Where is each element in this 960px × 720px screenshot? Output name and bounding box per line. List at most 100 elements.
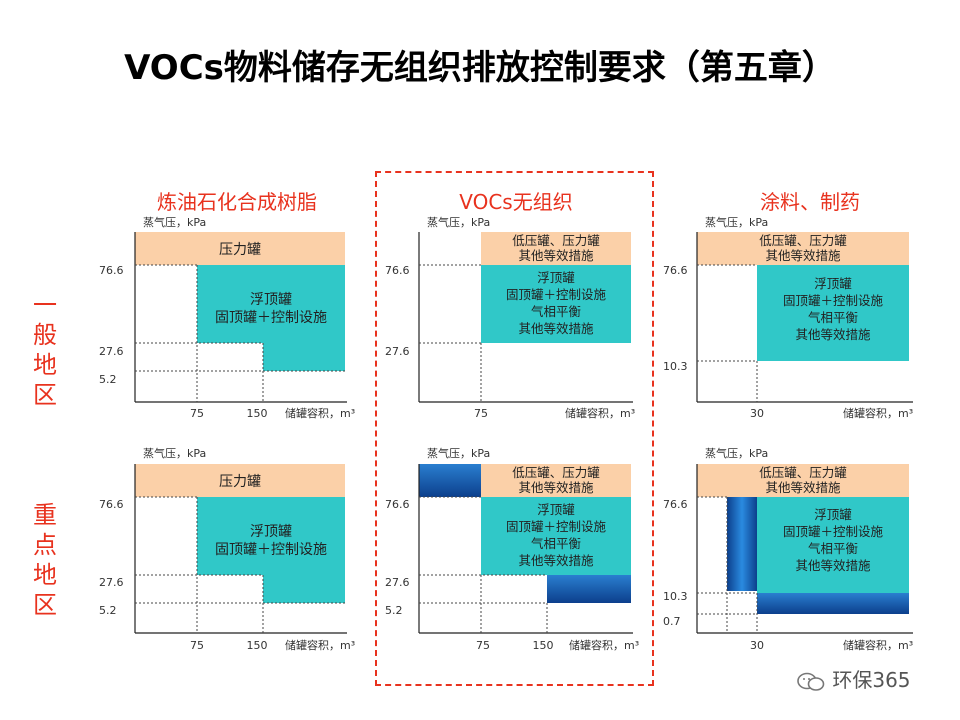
column-heading-coatings: 涂料、制药: [760, 190, 860, 214]
region-line: 其他等效措施: [518, 553, 594, 568]
region-line: 浮顶罐: [537, 502, 575, 517]
pressure-tank-label: 压力罐: [219, 242, 261, 258]
region-line: 固顶罐＋控制设施: [506, 519, 607, 534]
pressure-region: [481, 464, 631, 497]
y-tick-label: 76.6: [385, 498, 410, 511]
x-tick-label: 75: [190, 639, 204, 652]
region-line: 浮顶罐: [814, 276, 852, 291]
control-region: [481, 265, 631, 343]
emphasis-region: [757, 593, 909, 614]
y-axis-label: 蒸气压，kPa: [705, 446, 768, 460]
pressure-tank-region: [135, 464, 345, 497]
x-tick-label: 150: [533, 639, 554, 652]
panel-refining-general: 蒸气压，kPa 压力罐 浮顶罐 固顶罐＋控制设施 76.6 27.6 5.2 7…: [97, 212, 355, 432]
y-tick-label: 76.6: [99, 264, 124, 277]
region-line: 固顶罐＋控制设施: [783, 293, 884, 308]
x-tick-label: 75: [190, 407, 204, 420]
x-tick-label: 150: [247, 639, 268, 652]
y-axis-label: 蒸气压，kPa: [143, 215, 206, 229]
panel-coatings-key: 蒸气压，kPa 低压罐、压力罐 其他等效措施 浮顶罐 固顶罐＋控制设施 气相平衡…: [661, 443, 913, 663]
region-line: 低压罐、压力罐: [759, 233, 847, 248]
region-line: 气相平衡: [808, 310, 858, 325]
region-line: 其他等效措施: [765, 248, 841, 263]
x-axis-label: 储罐容积，m³: [569, 638, 639, 652]
region-line: 气相平衡: [808, 541, 858, 556]
emphasis-region: [727, 497, 757, 591]
control-region: [757, 265, 909, 361]
panel-vocs-general: 蒸气压，kPa 低压罐、压力罐 其他等效措施 浮顶罐 固顶罐＋控制设施 气相平衡…: [383, 212, 635, 432]
pressure-region: [697, 464, 909, 497]
control-region: [197, 265, 345, 343]
y-tick-label: 27.6: [99, 576, 124, 589]
y-tick-label: 76.6: [385, 264, 410, 277]
panel-vocs-key: 蒸气压，kPa 低压罐、压力罐 其他等效措施 浮顶罐 固顶罐＋控制设施 气相平衡…: [383, 443, 639, 663]
wechat-icon: [796, 671, 826, 693]
column-heading-vocs: VOCs无组织: [459, 190, 573, 214]
region-line: 固顶罐＋控制设施: [215, 310, 327, 326]
pressure-tank-region: [135, 232, 345, 265]
y-tick-label: 10.3: [663, 360, 688, 373]
y-axis-label: 蒸气压，kPa: [143, 446, 206, 460]
control-region: [197, 497, 345, 575]
page-title: VOCs物料储存无组织排放控制要求（第五章）: [124, 48, 836, 88]
x-axis-label: 储罐容积，m³: [843, 406, 913, 420]
region-line: 固顶罐＋控制设施: [783, 524, 884, 539]
region-line: 其他等效措施: [765, 480, 841, 495]
region-line: 浮顶罐: [537, 270, 575, 285]
pressure-tank-label: 压力罐: [219, 474, 261, 490]
region-line: 气相平衡: [531, 304, 581, 319]
region-line: 浮顶罐: [814, 507, 852, 522]
y-tick-label: 76.6: [663, 264, 688, 277]
region-line: 低压罐、压力罐: [512, 465, 600, 480]
control-region-lower: [263, 575, 345, 603]
emphasis-region: [419, 464, 481, 497]
x-axis-label: 储罐容积，m³: [565, 406, 635, 420]
pressure-region: [481, 232, 631, 265]
region-line: 固顶罐＋控制设施: [506, 287, 607, 302]
y-tick-label: 5.2: [385, 604, 403, 617]
region-line: 其他等效措施: [795, 558, 871, 573]
region-line: 其他等效措施: [518, 480, 594, 495]
y-axis-label: 蒸气压，kPa: [427, 215, 490, 229]
vocs-highlight-frame: [375, 171, 654, 686]
region-line: 其他等效措施: [518, 248, 594, 263]
region-line: 低压罐、压力罐: [759, 465, 847, 480]
y-tick-label: 76.6: [663, 498, 688, 511]
y-tick-label: 27.6: [99, 345, 124, 358]
y-tick-label: 5.2: [99, 373, 117, 386]
x-axis-label: 储罐容积，m³: [285, 406, 355, 420]
control-region: [481, 497, 631, 575]
pressure-region: [697, 232, 909, 265]
panel-refining-key: 蒸气压，kPa 压力罐 浮顶罐 固顶罐＋控制设施 76.6 27.6 5.2 7…: [97, 443, 355, 663]
column-heading-refining: 炼油石化合成树脂: [157, 190, 317, 214]
row-heading-general: 一般地区: [33, 291, 57, 409]
y-tick-label: 5.2: [99, 604, 117, 617]
x-tick-label: 30: [750, 407, 764, 420]
y-axis-label: 蒸气压，kPa: [705, 215, 768, 229]
y-axis-label: 蒸气压，kPa: [427, 446, 490, 460]
region-line: 浮顶罐: [250, 524, 292, 540]
x-axis-label: 储罐容积，m³: [843, 638, 913, 652]
row-heading-key: 重点地区: [33, 501, 57, 619]
watermark: 环保365: [796, 664, 936, 694]
region-line: 浮顶罐: [250, 292, 292, 308]
y-tick-label: 27.6: [385, 345, 410, 358]
control-region: [757, 497, 909, 593]
x-tick-label: 30: [750, 639, 764, 652]
y-tick-label: 10.3: [663, 590, 688, 603]
emphasis-region: [547, 575, 631, 603]
region-line: 气相平衡: [531, 536, 581, 551]
region-line: 其他等效措施: [795, 327, 871, 342]
x-tick-label: 75: [476, 639, 490, 652]
region-line: 固顶罐＋控制设施: [215, 542, 327, 558]
region-line: 低压罐、压力罐: [512, 233, 600, 248]
y-tick-label: 0.7: [663, 615, 681, 628]
region-line: 其他等效措施: [518, 321, 594, 336]
x-tick-label: 150: [247, 407, 268, 420]
panel-coatings-general: 蒸气压，kPa 低压罐、压力罐 其他等效措施 浮顶罐 固顶罐＋控制设施 气相平衡…: [661, 212, 913, 432]
watermark-text: 环保365: [832, 668, 911, 692]
y-tick-label: 27.6: [385, 576, 410, 589]
x-tick-label: 75: [474, 407, 488, 420]
y-tick-label: 76.6: [99, 498, 124, 511]
control-region-lower: [263, 343, 345, 371]
